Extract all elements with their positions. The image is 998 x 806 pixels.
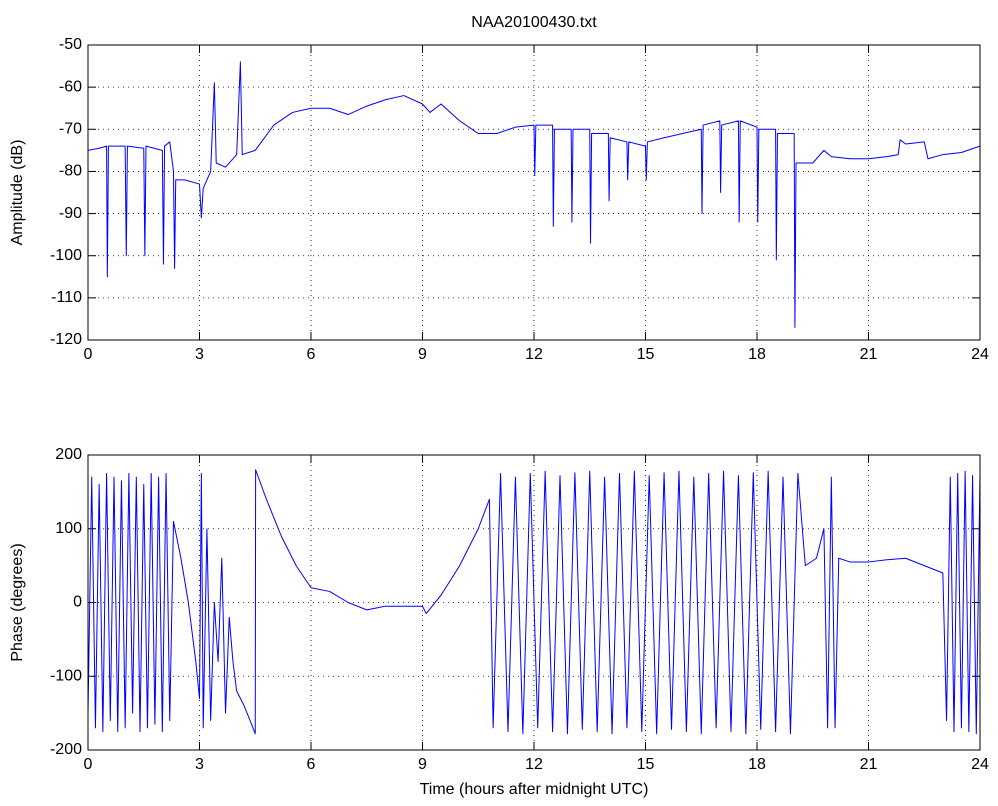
x-tick-label: 18	[748, 756, 766, 773]
x-tick-label: 12	[525, 756, 543, 773]
x-tick-label: 9	[418, 346, 427, 363]
data-line	[87, 469, 981, 735]
x-tick-label: 21	[860, 756, 878, 773]
x-tick-label: 0	[84, 346, 93, 363]
x-tick-label: 18	[748, 346, 766, 363]
x-tick-label: 24	[971, 756, 989, 773]
data-line	[87, 61, 981, 328]
y-tick-label: -60	[59, 78, 82, 95]
x-tick-label: 0	[84, 756, 93, 773]
x-tick-label: 15	[637, 346, 655, 363]
chart-title: NAA20100430.txt	[471, 14, 597, 31]
axes-box	[87, 454, 981, 751]
x-tick-label: 12	[525, 346, 543, 363]
axes-box	[87, 44, 981, 341]
x-tick-label: 24	[971, 346, 989, 363]
x-tick-label: 21	[860, 346, 878, 363]
x-tick-label: 15	[637, 756, 655, 773]
x-tick-label: 6	[307, 346, 316, 363]
x-tick-label: 9	[418, 756, 427, 773]
y-tick-label: -100	[50, 247, 82, 264]
y-tick-label: -110	[51, 289, 82, 306]
y-axis-label: Amplitude (dB)	[9, 140, 26, 246]
y-tick-label: 200	[55, 446, 82, 463]
y-axis-label: Phase (degrees)	[9, 543, 26, 661]
x-axis-label: Time (hours after midnight UTC)	[420, 781, 649, 798]
x-tick-label: 3	[195, 756, 204, 773]
y-tick-label: 100	[55, 520, 82, 537]
y-tick-label: -70	[59, 121, 82, 138]
y-tick-label: -120	[50, 331, 82, 348]
y-tick-label: -100	[50, 667, 82, 684]
x-tick-label: 3	[195, 346, 204, 363]
y-tick-label: 0	[73, 594, 82, 611]
y-tick-label: -200	[50, 741, 82, 758]
x-tick-label: 6	[307, 756, 316, 773]
y-tick-label: -90	[59, 205, 82, 222]
y-tick-label: -80	[59, 163, 82, 180]
y-tick-label: -50	[59, 36, 82, 53]
